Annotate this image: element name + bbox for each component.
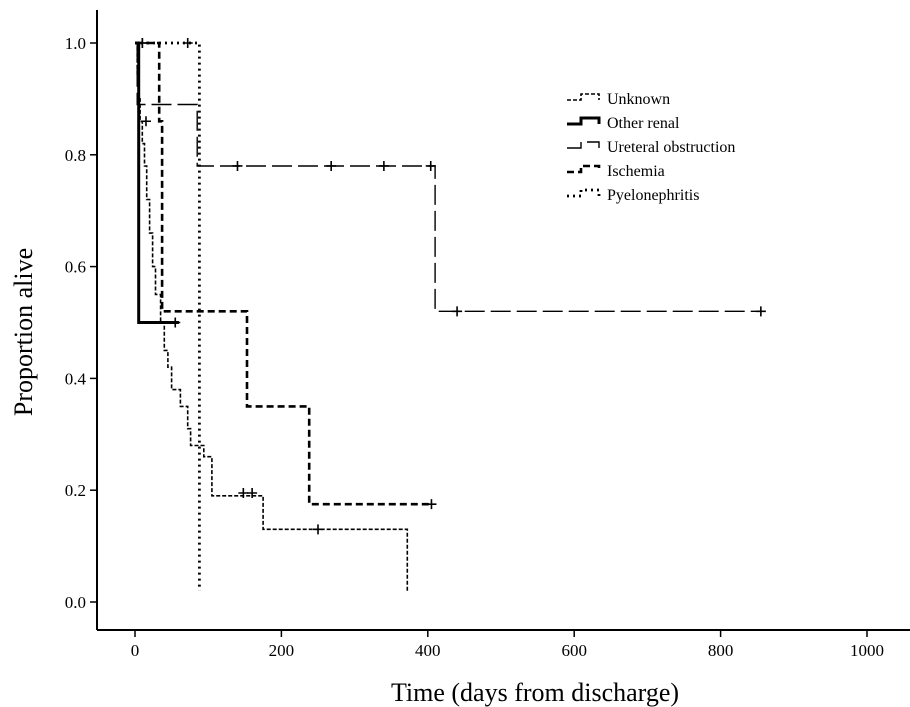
censor-mark-ureteral-obstruction <box>326 160 337 171</box>
censor-mark-pyelonephritis <box>137 38 148 48</box>
legend-swatch-ischemia <box>567 164 601 174</box>
legend-label-pyelonephritis: Pyelonephritis <box>607 187 699 204</box>
censor-mark-ureteral-obstruction <box>378 160 389 171</box>
censor-mark-other-renal <box>170 317 181 328</box>
censor-mark-ureteral-obstruction <box>232 160 243 171</box>
x-axis-title: Time (days from discharge) <box>391 678 679 707</box>
censor-mark-pyelonephritis <box>182 38 193 48</box>
legend-swatch-unknown <box>567 93 600 101</box>
legend-label-ureteral-obstruction: Ureteral obstruction <box>607 139 735 156</box>
censor-mark-ureteral-obstruction <box>452 306 463 317</box>
x-tick-label: 600 <box>561 641 587 660</box>
series-line-other-renal <box>135 41 179 324</box>
x-axis-ticks: 0 200 400 600 800 1000 <box>131 630 884 660</box>
series-line-pyelonephritis <box>135 41 201 591</box>
legend-label-ischemia: Ischemia <box>607 163 665 180</box>
censor-mark-ischemia <box>426 499 437 510</box>
series-line-unknown <box>135 42 409 591</box>
y-tick-label: 0.0 <box>65 593 86 612</box>
censor-mark-unknown <box>247 487 258 498</box>
censor-mark-unknown <box>140 116 151 127</box>
y-axis-ticks: 0.0 0.2 0.4 0.6 0.8 1.0 <box>65 34 97 612</box>
censor-mark-ureteral-obstruction <box>755 306 766 317</box>
censor-mark-ureteral-obstruction <box>425 160 436 171</box>
x-tick-label: 800 <box>708 641 734 660</box>
legend-swatch-ureteral-obstruction <box>567 141 600 149</box>
y-tick-label: 0.2 <box>65 481 86 500</box>
y-tick-label: 1.0 <box>65 34 86 53</box>
y-tick-label: 0.6 <box>65 258 86 277</box>
legend-swatch-other-renal <box>567 116 601 126</box>
legend-swatch-pyelonephritis <box>567 188 601 198</box>
y-axis-title: Proportion alive <box>9 248 38 416</box>
x-tick-label: 200 <box>269 641 295 660</box>
legend-label-unknown: Unknown <box>607 91 670 108</box>
series-line-ureteral-obstruction <box>135 42 761 312</box>
legend: Unknown Other renal Ureteral obstruction Is… <box>567 91 735 204</box>
censor-mark-unknown <box>238 487 249 498</box>
censor-mark-unknown <box>313 524 323 535</box>
y-tick-label: 0.8 <box>65 146 86 165</box>
y-tick-label: 0.4 <box>65 369 87 388</box>
x-tick-label: 0 <box>131 641 140 660</box>
x-tick-label: 1000 <box>850 641 884 660</box>
series-line-ischemia <box>135 41 432 506</box>
legend-label-other-renal: Other renal <box>607 115 680 132</box>
axes <box>96 10 910 631</box>
x-tick-label: 400 <box>415 641 441 660</box>
series-layer <box>135 38 766 591</box>
